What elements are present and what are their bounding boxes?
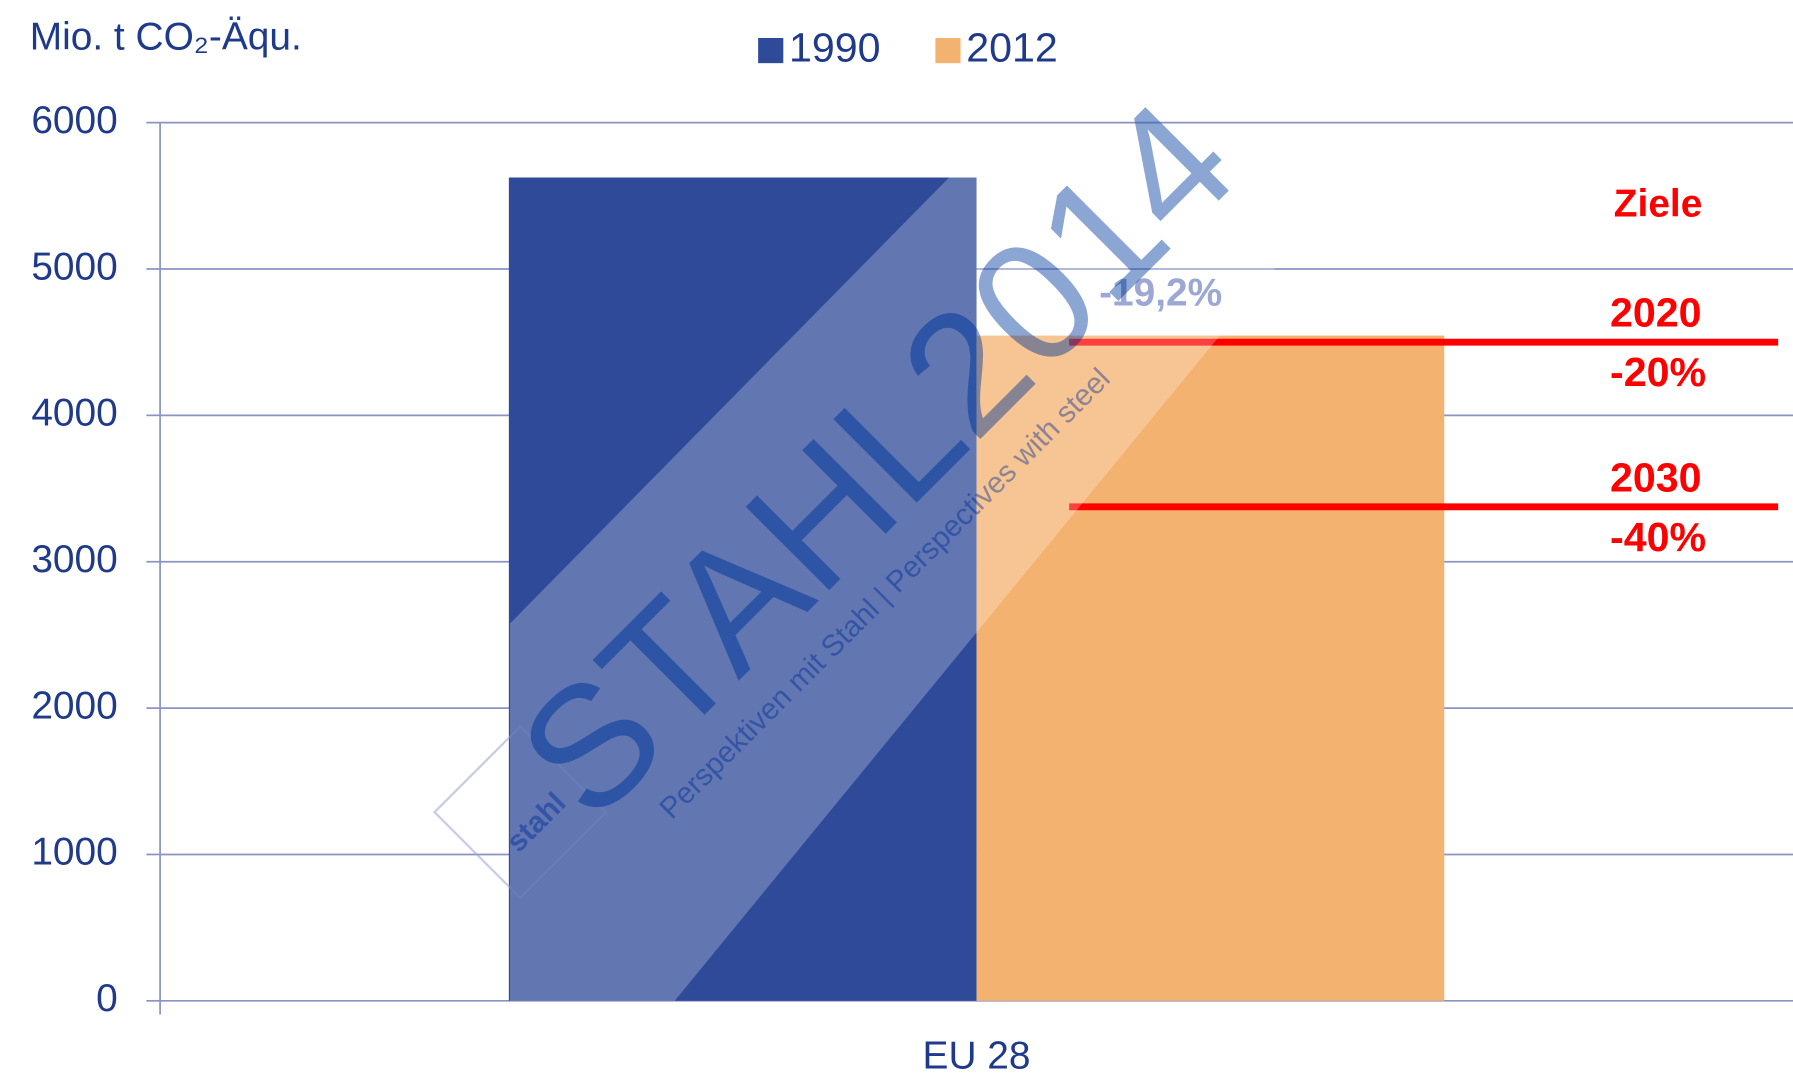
- y-tick-label: 4000: [31, 392, 117, 435]
- target-year: 2020: [1610, 290, 1702, 336]
- legend-swatch: [935, 38, 961, 64]
- y-tick-label: 0: [96, 977, 118, 1020]
- y-tick-label: 3000: [31, 538, 117, 581]
- target-change: -20%: [1610, 349, 1706, 395]
- legend-swatch: [758, 38, 784, 64]
- watermark-logo: [432, 724, 608, 900]
- y-tick-label: 1000: [31, 831, 117, 874]
- target-year: 2030: [1610, 454, 1702, 500]
- bar: [976, 335, 1445, 1001]
- legend-label: 1990: [789, 24, 881, 70]
- x-tick-label: EU 28: [923, 1034, 1031, 1077]
- watermark-band: [509, 177, 1350, 1001]
- y-tick-label: 6000: [31, 99, 117, 142]
- change-label: -19,2%: [1099, 272, 1222, 315]
- y-tick-label: 5000: [31, 245, 117, 288]
- legend-label: 2012: [966, 24, 1058, 70]
- bar: [508, 177, 977, 1001]
- y-axis-label: Mio. t CO₂-Äqu.: [30, 15, 302, 58]
- y-tick-label: 2000: [31, 684, 117, 727]
- target-change: -40%: [1610, 514, 1706, 560]
- targets-title: Ziele: [1614, 182, 1703, 225]
